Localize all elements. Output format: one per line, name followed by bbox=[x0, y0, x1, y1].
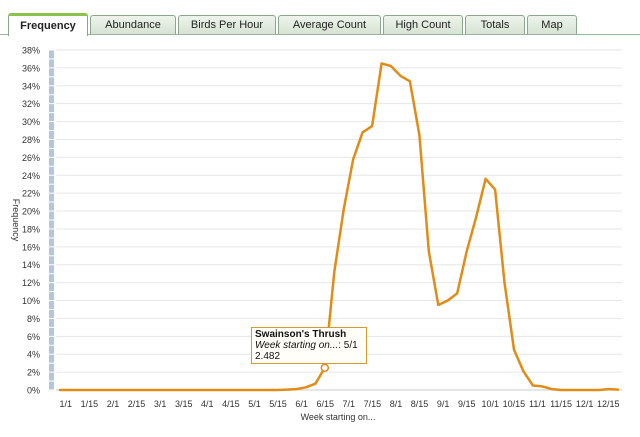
y-tick-label: 8% bbox=[27, 314, 40, 324]
x-tick-label: 9/15 bbox=[458, 399, 476, 409]
tab-abundance[interactable]: Abundance bbox=[90, 15, 176, 34]
x-tick-label: 11/15 bbox=[550, 399, 572, 409]
y-tick-label: 2% bbox=[27, 368, 40, 378]
y-tick-label: 32% bbox=[22, 99, 40, 109]
tab-map[interactable]: Map bbox=[527, 15, 577, 34]
tab-average-count[interactable]: Average Count bbox=[278, 15, 381, 34]
highlight-point bbox=[320, 363, 330, 373]
y-tick-label: 34% bbox=[22, 81, 40, 91]
x-tick-label: 7/1 bbox=[343, 399, 356, 409]
x-tick-label: 7/15 bbox=[364, 399, 382, 409]
x-tick-label: 5/1 bbox=[248, 399, 261, 409]
y-axis-title: Frequency bbox=[11, 199, 21, 242]
y-tick-label: 30% bbox=[22, 117, 40, 127]
x-tick-label: 12/1 bbox=[576, 399, 594, 409]
x-tick-label: 6/1 bbox=[295, 399, 308, 409]
frequency-chart: 0% 2% 4% 6% 8% 10% 12% 14% 16% 18% 20% 22% 24% 26% 28%… bbox=[0, 38, 640, 432]
tab-birds-per-hour[interactable]: Birds Per Hour bbox=[178, 15, 276, 34]
x-tick-label: 4/1 bbox=[201, 399, 214, 409]
y-tick-label: 14% bbox=[22, 260, 40, 270]
x-axis-title: Week starting on... bbox=[301, 412, 376, 422]
y-tick-label: 10% bbox=[22, 296, 40, 306]
y-tick-label: 6% bbox=[27, 332, 40, 342]
x-tick-label: 1/15 bbox=[81, 399, 99, 409]
tooltip-week-value: 5/1 bbox=[343, 340, 358, 351]
x-tick-label: 9/1 bbox=[437, 399, 450, 409]
y-tick-label: 22% bbox=[22, 189, 40, 199]
tooltip-week-label: Week starting on... bbox=[255, 340, 339, 351]
y-tick-label: 20% bbox=[22, 207, 40, 217]
x-tick-label: 8/15 bbox=[411, 399, 429, 409]
tooltip-value: 2.482 bbox=[255, 351, 281, 362]
y-tick-label: 26% bbox=[22, 153, 40, 163]
x-tick-label: 10/1 bbox=[482, 399, 500, 409]
x-tick-label: 6/15 bbox=[316, 399, 334, 409]
tab-high-count[interactable]: High Count bbox=[383, 15, 463, 34]
x-tick-label: 10/15 bbox=[503, 399, 526, 409]
x-tick-label: 1/1 bbox=[60, 399, 73, 409]
y-tick-label: 4% bbox=[27, 350, 40, 360]
data-tooltip: Swainson's Thrush Week starting on...: 5… bbox=[251, 327, 367, 364]
x-tick-label: 12/15 bbox=[597, 399, 620, 409]
y-tick-label: 28% bbox=[22, 135, 40, 145]
tab-frequency[interactable]: Frequency bbox=[8, 13, 88, 36]
y-tick-label: 38% bbox=[22, 46, 40, 56]
y-tick-label: 12% bbox=[22, 278, 40, 288]
x-tick-label: 8/1 bbox=[390, 399, 403, 409]
y-tick-label: 18% bbox=[22, 224, 40, 234]
x-tick-label: 3/15 bbox=[175, 399, 193, 409]
y-tick-label: 16% bbox=[22, 242, 40, 252]
x-tick-label: 4/15 bbox=[222, 399, 240, 409]
y-tick-label: 36% bbox=[22, 63, 40, 73]
x-tick-label: 2/15 bbox=[128, 399, 146, 409]
tab-bar: Frequency Abundance Birds Per Hour Avera… bbox=[0, 0, 640, 38]
x-tick-label: 3/1 bbox=[154, 399, 167, 409]
series-line-swainson-s-thrush bbox=[58, 62, 620, 392]
tab-bar-divider bbox=[0, 34, 640, 35]
x-tick-label: 2/1 bbox=[107, 399, 120, 409]
y-tick-label: 0% bbox=[27, 386, 40, 396]
y-tick-label: 24% bbox=[22, 171, 40, 181]
x-tick-label: 5/15 bbox=[269, 399, 287, 409]
tooltip-species: Swainson's Thrush bbox=[255, 329, 347, 340]
chart-svg: 0% 2% 4% 6% 8% 10% 12% 14% 16% 18% 20% 22% 24% 26% 28%… bbox=[11, 46, 622, 422]
x-tick-label: 11/1 bbox=[529, 399, 546, 409]
tab-totals[interactable]: Totals bbox=[465, 15, 525, 34]
